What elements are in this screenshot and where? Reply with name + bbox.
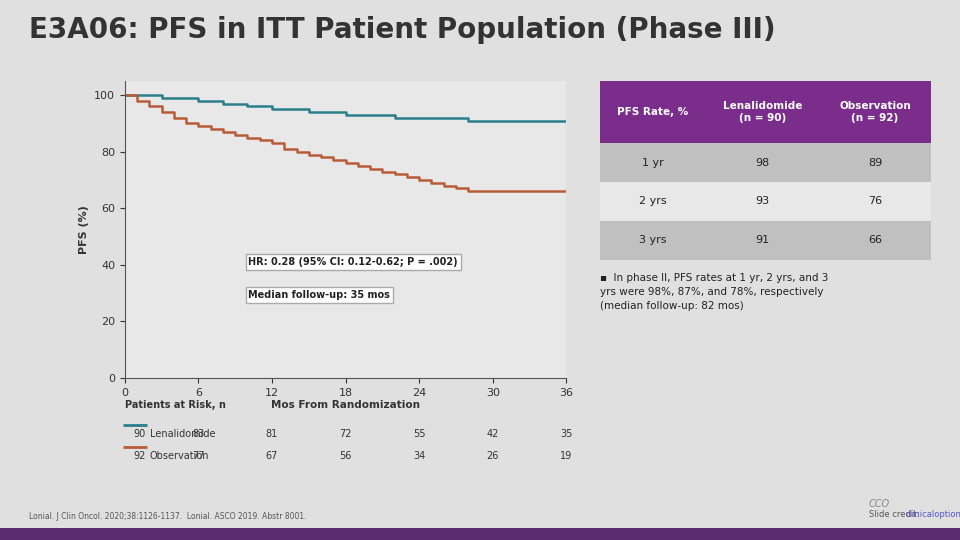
Text: E3A06: PFS in ITT Patient Population (Phase III): E3A06: PFS in ITT Patient Population (Ph… — [29, 16, 776, 44]
Text: 81: 81 — [266, 429, 278, 440]
Text: 67: 67 — [266, 451, 278, 461]
Text: Observation
(n = 92): Observation (n = 92) — [839, 101, 911, 123]
Text: clinicaloptions.com: clinicaloptions.com — [905, 510, 960, 519]
Text: 72: 72 — [339, 429, 352, 440]
Text: 93: 93 — [756, 197, 769, 206]
Text: 3 yrs: 3 yrs — [639, 235, 667, 245]
Text: 19: 19 — [561, 451, 572, 461]
Text: CCO: CCO — [869, 498, 890, 509]
Text: 98: 98 — [756, 158, 769, 167]
Text: 2 yrs: 2 yrs — [639, 197, 667, 206]
Text: 66: 66 — [868, 235, 882, 245]
Text: 1 yr: 1 yr — [642, 158, 664, 167]
Text: HR: 0.28 (95% CI: 0.12-0.62; P = .002): HR: 0.28 (95% CI: 0.12-0.62; P = .002) — [249, 257, 458, 267]
Text: 34: 34 — [413, 451, 425, 461]
Text: 89: 89 — [868, 158, 882, 167]
Text: 76: 76 — [868, 197, 882, 206]
Text: 91: 91 — [756, 235, 769, 245]
Text: 55: 55 — [413, 429, 425, 440]
Text: Observation: Observation — [150, 451, 209, 461]
Text: Slide credit:: Slide credit: — [869, 510, 922, 519]
Text: 90: 90 — [133, 429, 145, 440]
Text: Mos From Randomization: Mos From Randomization — [271, 400, 420, 410]
Text: 83: 83 — [192, 429, 204, 440]
Text: Lenalidomide
(n = 90): Lenalidomide (n = 90) — [723, 101, 802, 123]
Text: Lenalidomide: Lenalidomide — [150, 429, 215, 440]
Text: Median follow-up: 35 mos: Median follow-up: 35 mos — [249, 290, 391, 300]
Text: 77: 77 — [192, 451, 204, 461]
Text: 92: 92 — [133, 451, 145, 461]
Y-axis label: PFS (%): PFS (%) — [79, 205, 88, 254]
Text: 35: 35 — [561, 429, 572, 440]
Text: Patients at Risk, n: Patients at Risk, n — [125, 400, 226, 410]
Text: ▪  In phase II, PFS rates at 1 yr, 2 yrs, and 3
yrs were 98%, 87%, and 78%, resp: ▪ In phase II, PFS rates at 1 yr, 2 yrs,… — [600, 273, 828, 311]
Text: 56: 56 — [340, 451, 351, 461]
Text: 42: 42 — [487, 429, 499, 440]
Text: Lonial. J Clin Oncol. 2020;38:1126-1137.  Lonial. ASCO 2019. Abstr 8001.: Lonial. J Clin Oncol. 2020;38:1126-1137.… — [29, 512, 306, 521]
Text: 26: 26 — [487, 451, 499, 461]
Text: PFS Rate, %: PFS Rate, % — [617, 107, 688, 117]
